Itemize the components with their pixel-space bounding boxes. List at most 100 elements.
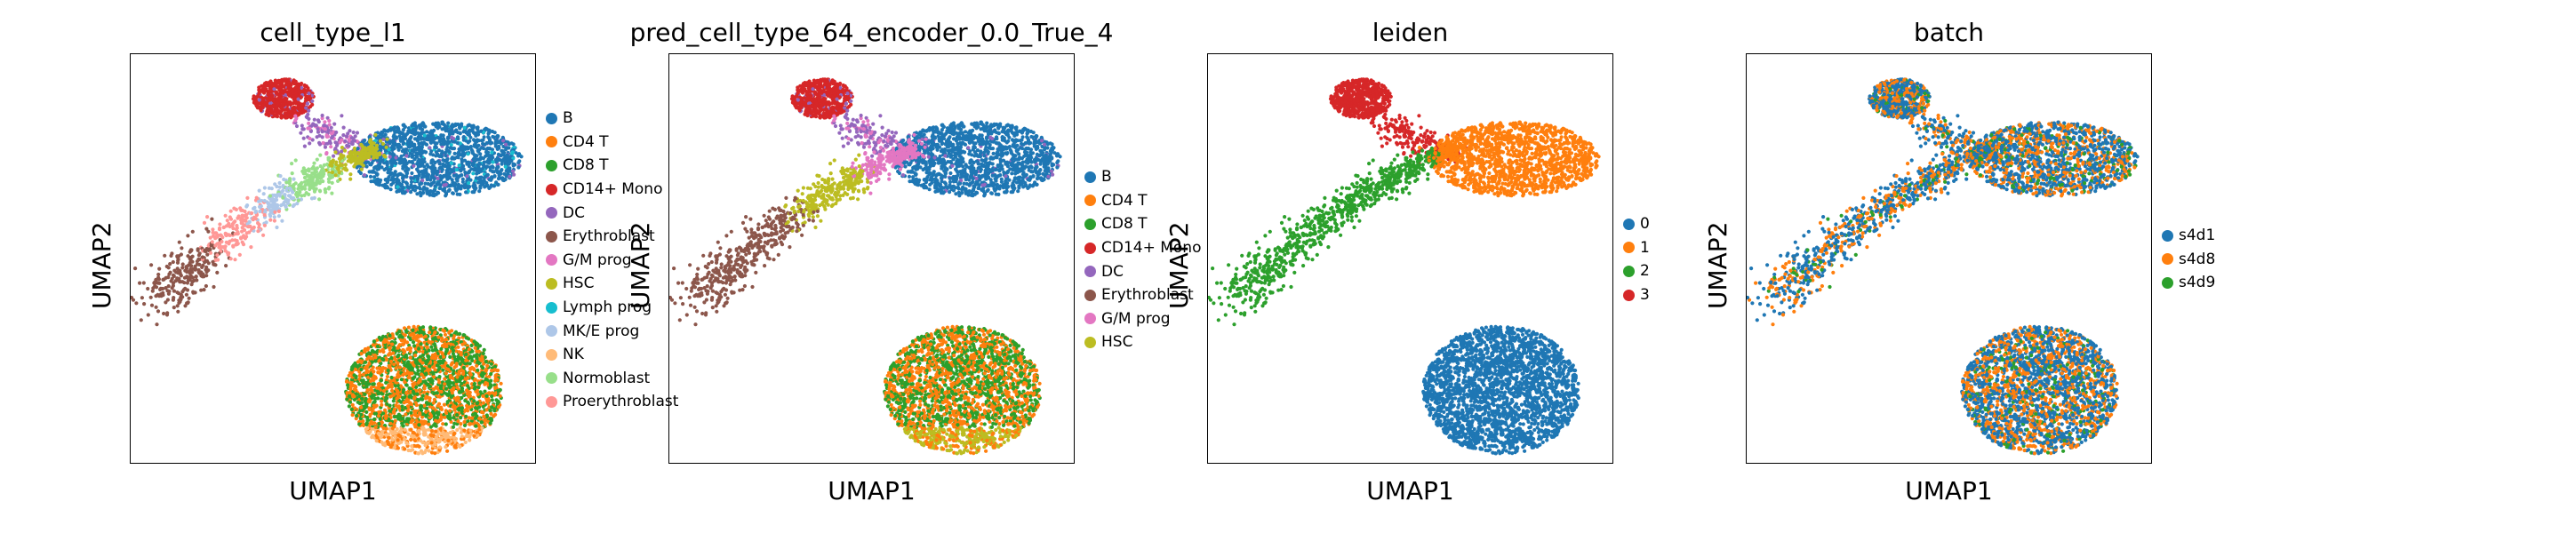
scatter-point — [432, 375, 436, 378]
scatter-point — [180, 290, 184, 293]
scatter-point — [429, 134, 433, 138]
scatter-point — [462, 366, 466, 370]
scatter-point — [179, 298, 182, 301]
scatter-point — [329, 176, 332, 179]
scatter-point — [289, 87, 292, 91]
scatter-point — [348, 172, 352, 176]
scatter-point — [336, 179, 340, 183]
scatter-point — [472, 168, 476, 171]
scatter-point — [449, 431, 452, 434]
scatter-point — [412, 340, 415, 344]
scatter-point — [279, 95, 283, 99]
scatter-point — [339, 157, 342, 161]
scatter-point — [430, 139, 434, 143]
scatter-point — [180, 266, 184, 269]
scatter-point — [456, 152, 460, 155]
scatter-point — [511, 150, 515, 154]
scatter-point — [163, 254, 166, 258]
scatter-point — [165, 313, 169, 316]
scatter-point — [331, 135, 334, 139]
scatter-point — [197, 270, 201, 274]
scatter-point — [462, 130, 466, 133]
scatter-point — [412, 325, 416, 329]
scatter-point — [487, 129, 491, 132]
scatter-point — [369, 413, 372, 417]
scatter-point — [224, 214, 228, 218]
scatter-point — [470, 350, 474, 354]
scatter-point — [485, 394, 489, 398]
scatter-point — [391, 352, 395, 355]
scatter-point — [277, 214, 281, 218]
scatter-point — [248, 220, 252, 224]
scatter-point — [165, 265, 169, 268]
scatter-point — [220, 245, 223, 249]
scatter-point — [410, 171, 413, 175]
scatter-point — [220, 235, 224, 239]
scatter-point — [387, 369, 390, 372]
scatter-point — [470, 148, 474, 152]
scatter-point — [428, 146, 431, 149]
scatter-point — [430, 190, 434, 194]
scatter-point — [475, 126, 478, 130]
scatter-point — [156, 273, 160, 276]
scatter-point — [252, 94, 256, 98]
scatter-point — [401, 191, 404, 195]
scatter-point — [256, 94, 260, 98]
scatter-point — [394, 384, 397, 387]
scatter-point — [349, 152, 353, 155]
scatter-point — [293, 119, 297, 123]
scatter-point — [292, 178, 295, 181]
scatter-point — [399, 441, 403, 444]
scatter-point — [229, 210, 233, 213]
scatter-point — [428, 330, 431, 334]
scatter-point — [358, 374, 362, 378]
scatter-point — [196, 258, 200, 261]
scatter-point — [276, 203, 279, 207]
scatter-point — [310, 196, 314, 200]
scatter-point — [215, 253, 219, 257]
scatter-point — [371, 422, 374, 426]
scatter-point — [369, 175, 372, 179]
scatter-point — [281, 103, 284, 107]
scatter-point — [384, 417, 388, 420]
scatter-point — [484, 175, 487, 179]
scatter-point — [504, 165, 508, 169]
scatter-point — [450, 184, 453, 187]
scatter-point — [218, 222, 221, 226]
scatter-point — [436, 126, 440, 130]
scatter-point — [436, 182, 440, 186]
scatter-point — [497, 140, 500, 144]
scatter-point — [287, 194, 291, 197]
scatter-point — [416, 369, 420, 372]
scatter-point — [461, 155, 465, 158]
scatter-point — [395, 136, 398, 139]
scatter-point — [450, 136, 453, 139]
scatter-point — [404, 154, 408, 157]
scatter-point — [303, 84, 307, 87]
scatter-point — [276, 109, 280, 113]
scatter-point — [453, 181, 457, 185]
scatter-point — [508, 142, 511, 146]
scatter-point — [472, 399, 476, 402]
scatter-point — [456, 193, 460, 196]
scatter-point — [323, 123, 326, 127]
scatter-point — [460, 376, 464, 379]
scatter-point — [403, 401, 406, 404]
scatter-point — [246, 225, 250, 228]
scatter-point — [490, 177, 493, 180]
scatter-point — [299, 102, 302, 106]
scatter-point — [360, 153, 364, 156]
scatter-point — [239, 219, 243, 222]
scatter-point — [340, 114, 343, 117]
scatter-point — [496, 369, 500, 372]
scatter-point — [423, 380, 427, 384]
scatter-point — [406, 433, 410, 436]
scatter-point — [464, 353, 468, 356]
scatter-svg — [131, 54, 536, 464]
scatter-point — [267, 202, 270, 205]
scatter-point — [391, 336, 395, 339]
scatter-point — [172, 260, 175, 264]
scatter-point — [420, 138, 423, 141]
scatter-point — [276, 81, 280, 84]
scatter-point — [468, 139, 471, 143]
